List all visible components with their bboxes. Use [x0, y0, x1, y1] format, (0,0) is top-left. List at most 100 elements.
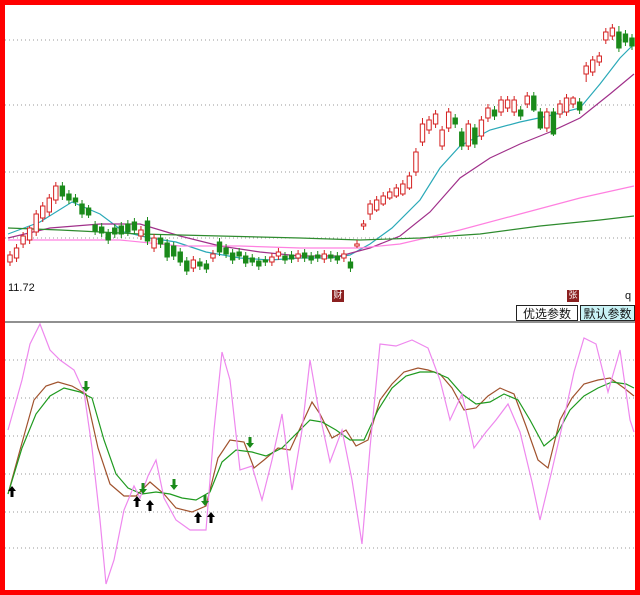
candle-body [570, 97, 576, 105]
candle-body [413, 151, 419, 173]
candle-body [622, 33, 629, 43]
candle-body [544, 111, 550, 129]
candle-40 [269, 253, 275, 266]
candle-body [269, 256, 275, 263]
candle-body [603, 31, 609, 41]
candle-95 [629, 34, 635, 50]
tab-optimize-params[interactable]: 优选参数 [516, 305, 578, 321]
candle-21 [144, 217, 151, 245]
candle-body [164, 242, 170, 258]
candle-59 [393, 184, 399, 198]
buy-arrow-2 [133, 496, 141, 507]
candle-body [537, 111, 544, 129]
candle-8 [59, 182, 66, 200]
candle-6 [46, 194, 52, 216]
candle-53 [354, 240, 360, 248]
candle-body [288, 254, 295, 260]
candle-body [105, 232, 111, 241]
candle-75 [498, 96, 504, 116]
candle-body [243, 255, 249, 264]
candle-51 [341, 250, 347, 262]
candle-41 [275, 248, 282, 260]
candle-82 [544, 108, 550, 132]
candle-55 [367, 200, 373, 220]
candle-12 [85, 205, 92, 218]
osc-line-2 [7, 322, 635, 585]
candle-92 [609, 24, 616, 40]
candle-body [203, 263, 210, 270]
candle-25 [170, 242, 177, 260]
candle-body [144, 220, 151, 242]
candle-5 [40, 202, 46, 222]
candle-body [498, 99, 504, 113]
candle-58 [387, 188, 393, 200]
candle-22 [151, 234, 157, 252]
candle-body [295, 253, 301, 259]
event-flag-zhang[interactable]: 张 [567, 290, 579, 302]
sell-arrow-3 [139, 483, 147, 494]
candle-body [393, 187, 399, 197]
candle-83 [550, 108, 557, 136]
candle-74 [491, 106, 498, 120]
osc-line-0 [7, 367, 635, 513]
sell-arrow-7 [201, 495, 209, 506]
candle-66 [439, 126, 445, 150]
candle-body [92, 224, 98, 232]
candle-body [151, 237, 157, 249]
candle-14 [98, 223, 105, 237]
candle-body [301, 252, 308, 259]
candle-48 [321, 250, 327, 263]
candle-85 [563, 94, 570, 116]
candle-30 [203, 260, 210, 273]
candle-body [550, 111, 557, 135]
candle-body [478, 119, 485, 137]
candle-body [66, 193, 72, 201]
candle-body [491, 109, 498, 117]
candle-7 [53, 182, 59, 204]
candle-27 [184, 257, 190, 275]
candle-body [170, 245, 177, 257]
candle-body [184, 260, 190, 272]
candle-1 [13, 244, 20, 262]
candle-62 [413, 148, 419, 176]
candle-body [138, 229, 144, 237]
candle-52 [347, 258, 354, 272]
candle-77 [511, 96, 517, 116]
candle-body [328, 254, 334, 259]
sell-arrow-5 [170, 479, 178, 490]
candle-body [72, 197, 79, 203]
candle-body [131, 221, 138, 231]
candle-26 [177, 248, 183, 266]
candle-79 [524, 92, 530, 108]
candle-body [367, 203, 373, 215]
candle-45 [301, 249, 308, 262]
candle-body [609, 27, 616, 37]
event-flag-q[interactable]: q [625, 290, 632, 302]
candlesticks [7, 24, 635, 275]
candle-body [596, 55, 602, 63]
oscillator-lines [7, 322, 635, 585]
candle-body [406, 175, 413, 189]
candle-body [347, 261, 354, 269]
candle-body [334, 255, 341, 261]
candle-body [118, 225, 125, 235]
event-flag-cai[interactable]: 财 [332, 290, 344, 302]
buy-arrow-6 [194, 512, 202, 523]
candle-23 [157, 234, 164, 248]
candle-76 [504, 96, 511, 112]
signal-arrows [8, 381, 254, 523]
candle-24 [164, 239, 170, 261]
candle-body [432, 113, 439, 125]
candle-body [400, 183, 406, 195]
candle-body [197, 261, 203, 267]
candle-body [190, 259, 197, 269]
tab-default-params[interactable]: 默认参数 [580, 305, 635, 321]
candle-81 [537, 108, 544, 130]
candle-body [465, 123, 472, 147]
candle-body [210, 253, 216, 259]
candle-body [282, 255, 288, 261]
candle-body [459, 131, 465, 147]
candle-67 [445, 108, 452, 132]
candle-94 [622, 30, 629, 46]
